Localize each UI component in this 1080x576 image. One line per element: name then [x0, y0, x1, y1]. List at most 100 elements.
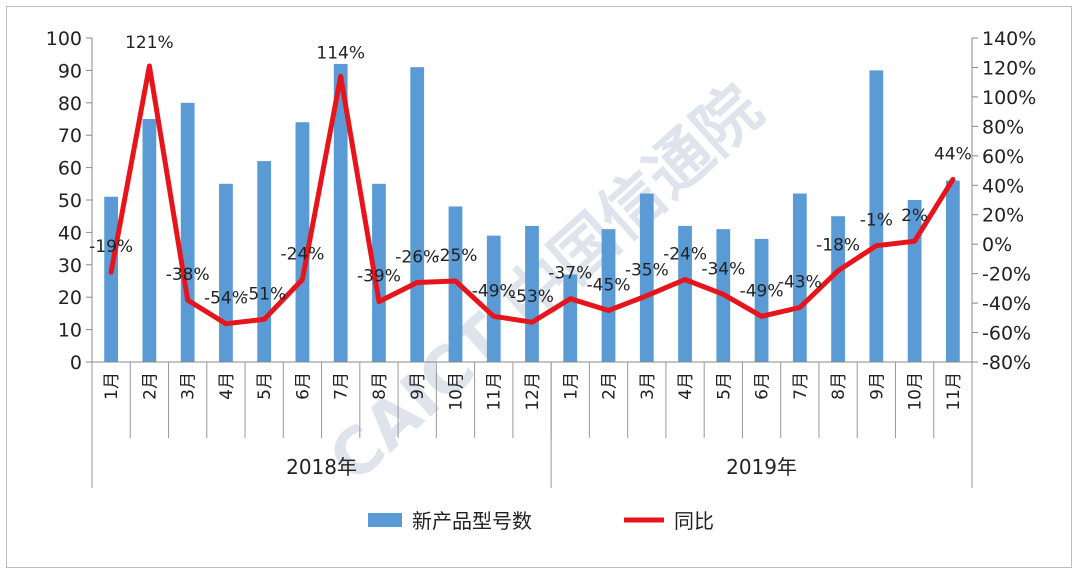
left-tick-label: 90 — [58, 60, 82, 82]
line-data-label: -49% — [740, 281, 784, 301]
line-data-labels: -19% 121% -38% -54%-51% -24% 114% -39%-26%-25%… — [89, 33, 972, 309]
bar — [333, 63, 348, 363]
bar — [601, 229, 616, 362]
bar — [869, 70, 884, 363]
right-tick-label: 20% — [982, 205, 1024, 227]
line-data-label: -38% — [166, 265, 210, 285]
bar — [410, 67, 425, 362]
line-data-label: -34% — [701, 259, 745, 279]
bar — [142, 119, 157, 362]
category-label: 9月 — [408, 372, 428, 400]
line-data-label: -54% — [204, 289, 248, 309]
bar — [257, 161, 272, 362]
line-data-label: 44% — [934, 144, 972, 164]
x-axis: 1月 2月 3月 4月 5月 6月 7月 8月 9月 10月 11月 12月 1月 2月 3月 4月 5月 6月 7… — [91, 361, 973, 488]
line-data-label: -53% — [510, 287, 554, 307]
line-data-label: -18% — [816, 236, 860, 256]
right-tick-label: 0% — [982, 234, 1012, 256]
line-data-label: -43% — [778, 273, 822, 293]
legend-label-line: 同比 — [674, 509, 714, 533]
right-tick-label: 40% — [982, 175, 1024, 197]
category-label: 4月 — [217, 372, 237, 400]
right-tick-label: 100% — [982, 87, 1036, 109]
category-label: 7月 — [332, 372, 352, 400]
left-tick-label: 80 — [58, 93, 82, 115]
bar — [563, 274, 578, 362]
category-label: 3月 — [179, 372, 199, 400]
line-data-label: 2% — [901, 206, 928, 226]
left-tick-label: 60 — [58, 158, 82, 180]
line-path — [108, 63, 956, 327]
line-data-label: -49% — [472, 281, 516, 301]
category-label: 8月 — [370, 372, 390, 400]
right-tick-label: -80% — [982, 352, 1031, 374]
bar — [104, 196, 119, 362]
line-data-label: -25% — [434, 246, 478, 266]
category-label: 5月 — [714, 372, 734, 400]
category-label: 2月 — [140, 372, 160, 400]
line-data-label: 121% — [125, 33, 174, 53]
bar — [678, 225, 692, 362]
bar — [180, 102, 195, 363]
line-data-label: -1% — [860, 211, 893, 231]
bar-series — [104, 63, 960, 363]
bar — [525, 225, 539, 362]
line-data-label: -26% — [395, 247, 439, 267]
category-label: 11月 — [944, 372, 964, 411]
bar — [295, 122, 310, 363]
right-axis: -80% -60% -40% -20% 0% 20% 40% 60% 80% 100% 120% 14… — [971, 28, 1036, 374]
bar — [639, 193, 654, 362]
category-label: 11月 — [485, 372, 505, 411]
category-label: 8月 — [829, 372, 849, 400]
line-data-label: -45% — [587, 275, 631, 295]
line-data-label: 114% — [316, 43, 365, 63]
bar — [945, 180, 960, 362]
left-tick-label: 50 — [58, 190, 82, 212]
category-label: 3月 — [638, 372, 658, 400]
category-label: 9月 — [867, 372, 887, 400]
line-data-label: -37% — [548, 264, 592, 284]
left-tick-label: 0 — [70, 352, 82, 374]
right-tick-label: -60% — [982, 323, 1031, 345]
legend-swatch-bar — [368, 513, 402, 527]
category-label: 6月 — [293, 372, 313, 400]
bar — [486, 235, 501, 362]
legend-label-bar: 新产品型号数 — [412, 509, 532, 533]
category-label: 7月 — [791, 372, 811, 400]
line-data-label: -39% — [357, 267, 401, 287]
bar — [372, 183, 386, 362]
line-data-label: -24% — [280, 245, 324, 265]
legend: 新产品型号数 同比 — [368, 509, 714, 533]
left-tick-label: 100 — [46, 28, 82, 50]
category-label: 10月 — [446, 372, 466, 411]
line-series — [108, 63, 956, 327]
right-tick-label: 120% — [982, 57, 1036, 79]
line-data-label: -24% — [663, 245, 707, 265]
category-label: 2月 — [600, 372, 620, 400]
left-tick-label: 20 — [58, 287, 82, 309]
bar — [831, 216, 845, 362]
right-tick-label: 60% — [982, 146, 1024, 168]
left-tick-label: 70 — [58, 125, 82, 147]
category-label: 12月 — [523, 372, 543, 411]
category-label: 5月 — [255, 372, 275, 400]
category-label: 1月 — [102, 372, 122, 400]
category-label: 6月 — [753, 372, 773, 400]
line-data-label: -51% — [242, 284, 286, 304]
right-tick-label: -20% — [982, 264, 1031, 286]
left-axis: 0 10 20 30 40 50 60 70 80 90 100 — [46, 28, 93, 374]
right-tick-label: 80% — [982, 116, 1024, 138]
left-tick-label: 40 — [58, 222, 82, 244]
category-label: 10月 — [906, 372, 926, 411]
left-tick-label: 30 — [58, 255, 82, 277]
line-data-label: -35% — [625, 261, 669, 281]
group-label: 2018年 — [286, 455, 357, 479]
right-tick-label: 140% — [982, 28, 1036, 50]
category-label: 1月 — [561, 372, 581, 400]
bar — [219, 183, 233, 362]
bar — [792, 193, 807, 362]
bar — [754, 238, 769, 362]
group-label: 2019年 — [726, 455, 797, 479]
line-data-label: -19% — [89, 237, 133, 257]
